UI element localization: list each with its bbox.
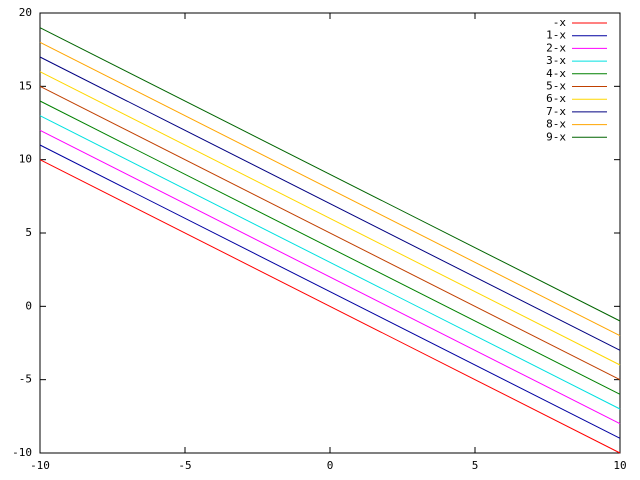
y-tick-label: -10 bbox=[12, 446, 32, 459]
series-line bbox=[39, 129, 621, 425]
series-line bbox=[39, 159, 621, 454]
series-line bbox=[39, 144, 621, 439]
legend-label: 9-x bbox=[546, 130, 566, 143]
y-tick-label: -5 bbox=[19, 373, 32, 386]
legend-label: 5-x bbox=[546, 80, 566, 93]
legend-label: 3-x bbox=[546, 54, 566, 67]
x-tick-label: 10 bbox=[613, 459, 626, 472]
legend-label: 2-x bbox=[546, 41, 566, 54]
y-tick-label: 0 bbox=[25, 299, 32, 312]
y-tick-label: 15 bbox=[19, 79, 32, 92]
series-line bbox=[39, 27, 621, 322]
series-line bbox=[39, 115, 621, 410]
series-line bbox=[39, 85, 621, 381]
legend-label: 6-x bbox=[546, 92, 566, 105]
x-tick-label: 0 bbox=[327, 459, 334, 472]
series-line bbox=[39, 56, 621, 351]
x-tick-label: -10 bbox=[30, 459, 50, 472]
legend-label: 8-x bbox=[546, 118, 566, 131]
series-line bbox=[39, 100, 621, 395]
legend-label: 4-x bbox=[546, 67, 566, 80]
series-line bbox=[39, 41, 621, 337]
y-tick-label: 5 bbox=[25, 226, 32, 239]
series-line bbox=[39, 71, 621, 366]
y-tick-label: 10 bbox=[19, 153, 32, 166]
legend-label: 1-x bbox=[546, 29, 566, 42]
x-tick-label: -5 bbox=[178, 459, 191, 472]
y-tick-label: 20 bbox=[19, 6, 32, 19]
x-tick-label: 5 bbox=[472, 459, 479, 472]
legend-label: -x bbox=[553, 16, 567, 29]
legend-label: 7-x bbox=[546, 105, 566, 118]
